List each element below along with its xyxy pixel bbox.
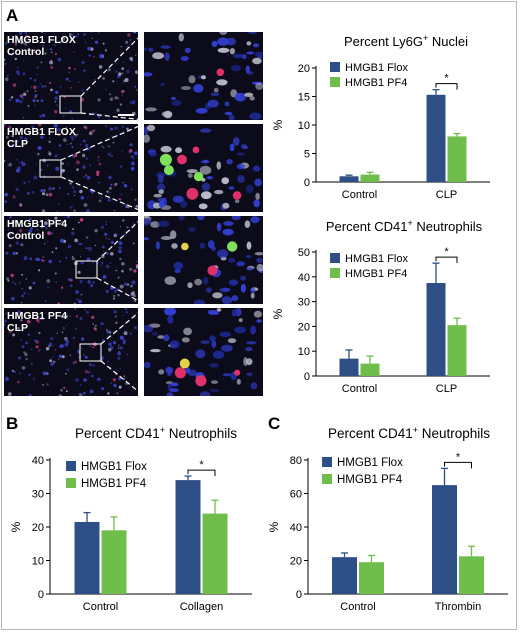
bar [359,562,384,594]
bar [340,176,359,182]
bar [176,480,201,594]
bar [448,325,467,376]
y-axis-label: % [9,521,23,532]
micrograph-high-mag [144,216,263,304]
bar [102,530,127,594]
significance-label: * [444,73,449,85]
micrograph-grid: HMGB1 FLOX Control HMGB1 FLOX CLP HMGB1 PF4 C… [4,32,263,396]
y-tick-label: 10 [32,556,44,568]
bar [340,359,359,376]
legend-label: HMGB1 PF4 [337,474,403,486]
chart-cd41-neutrophils-clp: Percent CD41+ Neutrophils% 0 10 20 30 40 50 Con… [268,214,514,400]
x-tick-label: Control [342,383,377,395]
bar [203,514,228,594]
bar [427,95,446,182]
chart-cd41-neutrophils-thrombin: Percent CD41+ Neutrophils% 0 20 40 60 80 Contr… [264,420,516,628]
bar [75,522,100,594]
x-tick-label: Control [83,601,118,613]
y-tick-label: 50 [298,247,310,259]
y-tick-label: 40 [32,455,44,467]
micrograph-high-mag [144,308,263,396]
significance-label: * [456,451,461,463]
legend-label: HMGB1 Flox [81,461,147,473]
y-tick-label: 0 [304,177,310,189]
y-axis-label: % [271,308,285,319]
y-tick-label: 20 [298,321,310,333]
micrograph-high-mag [144,32,263,120]
legend-label: HMGB1 Flox [345,253,408,265]
x-tick-label: CLP [436,383,457,395]
legend-label: HMGB1 PF4 [345,77,407,89]
chart-title: Percent CD41+ Neutrophils [326,218,483,234]
significance-label: * [199,459,204,471]
legend-swatch [322,457,332,467]
bar [432,485,457,594]
y-tick-label: 20 [298,63,310,75]
chart-ly6g-nuclei: Percent Ly6G+ Nuclei% 0 5 10 15 20 Control CLP *… [268,28,514,198]
legend-label: HMGB1 Flox [345,62,408,74]
panel-label-a: A [6,6,18,26]
y-tick-label: 20 [290,556,302,568]
legend-swatch [330,62,340,72]
y-axis-label: % [267,521,281,532]
micrograph-high-mag [144,124,263,212]
x-tick-label: Collagen [180,601,223,613]
bar [332,557,357,594]
legend-swatch [66,461,76,471]
y-tick-label: 15 [298,92,310,104]
bar [459,556,484,594]
y-tick-label: 10 [298,120,310,132]
legend-label: HMGB1 Flox [337,457,403,469]
legend-swatch [330,253,340,263]
chart-title: Percent CD41+ Neutrophils [328,425,490,441]
y-axis-label: % [271,119,285,130]
y-tick-label: 0 [296,589,302,601]
x-tick-label: Thrombin [435,601,481,613]
legend-swatch [322,474,332,484]
y-tick-label: 0 [38,589,44,601]
y-tick-label: 5 [304,149,310,161]
x-tick-label: Control [342,189,377,198]
y-tick-label: 10 [298,346,310,358]
y-tick-label: 40 [290,522,302,534]
bar [361,175,380,182]
legend-swatch [330,268,340,278]
chart-title: Percent Ly6G+ Nuclei [344,33,468,49]
legend-label: HMGB1 PF4 [345,268,407,280]
bar [448,136,467,182]
legend-label: HMGB1 PF4 [81,478,147,490]
chart-title: Percent CD41+ Neutrophils [75,425,237,441]
chart-cd41-neutrophils-collagen: Percent CD41+ Neutrophils% 0 10 20 30 40 Contr… [6,420,260,628]
y-tick-label: 60 [290,489,302,501]
y-tick-label: 40 [298,272,310,284]
y-tick-label: 20 [32,522,44,534]
y-tick-label: 0 [304,371,310,383]
bar [361,364,380,376]
y-tick-label: 30 [298,297,310,309]
bar [427,283,446,376]
x-tick-label: CLP [436,189,457,198]
y-tick-label: 80 [290,455,302,467]
significance-label: * [444,246,449,258]
x-tick-label: Control [340,601,375,613]
y-tick-label: 30 [32,489,44,501]
legend-swatch [66,478,76,488]
legend-swatch [330,77,340,87]
